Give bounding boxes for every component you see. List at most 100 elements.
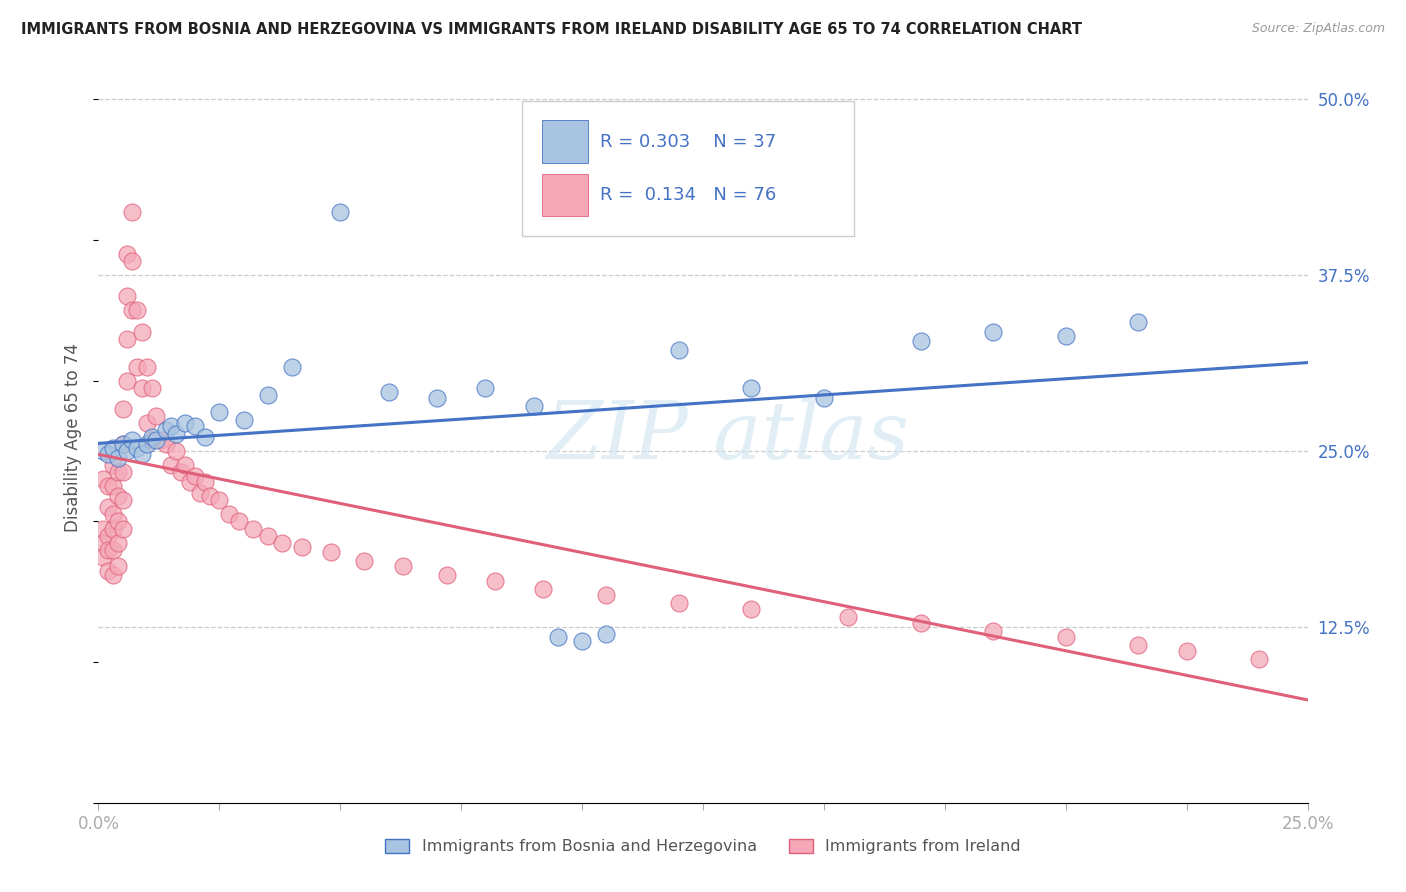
Point: [117, 374, 139, 388]
Point: [121, 433, 143, 447]
Point: [837, 610, 859, 624]
Point: [179, 475, 201, 489]
Bar: [543, 174, 588, 216]
Point: [155, 437, 177, 451]
Point: [256, 528, 278, 542]
Point: [165, 427, 187, 442]
Point: [135, 437, 157, 451]
Point: [242, 521, 264, 535]
Point: [194, 475, 217, 489]
Point: [910, 615, 932, 630]
Point: [97, 479, 120, 493]
Point: [813, 391, 835, 405]
Point: [188, 486, 211, 500]
Point: [145, 433, 167, 447]
Point: [910, 334, 932, 349]
Point: [97, 564, 120, 578]
Point: [1054, 630, 1077, 644]
Point: [141, 430, 163, 444]
Point: [101, 442, 124, 456]
Point: [121, 303, 143, 318]
Point: [97, 542, 120, 557]
Y-axis label: Disability Age 65 to 74: Disability Age 65 to 74: [65, 343, 83, 532]
Point: [101, 458, 124, 473]
Legend: Immigrants from Bosnia and Herzegovina, Immigrants from Ireland: Immigrants from Bosnia and Herzegovina, …: [378, 832, 1028, 861]
Point: [740, 381, 762, 395]
Point: [184, 418, 207, 433]
Point: [165, 444, 187, 458]
Point: [169, 465, 191, 479]
Point: [111, 437, 134, 451]
Point: [97, 447, 120, 461]
Point: [91, 549, 114, 564]
Point: [160, 458, 183, 473]
Point: [174, 458, 197, 473]
Point: [101, 479, 124, 493]
Point: [91, 535, 114, 549]
FancyBboxPatch shape: [522, 101, 855, 235]
Point: [101, 508, 124, 522]
Point: [740, 601, 762, 615]
Point: [319, 545, 342, 559]
Point: [377, 385, 399, 400]
Point: [531, 582, 554, 596]
Point: [145, 409, 167, 423]
Bar: [543, 120, 588, 163]
Point: [107, 535, 129, 549]
Point: [150, 433, 173, 447]
Point: [141, 433, 163, 447]
Point: [353, 554, 375, 568]
Point: [484, 574, 506, 588]
Point: [595, 627, 617, 641]
Point: [281, 359, 304, 374]
Point: [131, 447, 153, 461]
Point: [111, 465, 134, 479]
Point: [668, 596, 690, 610]
Point: [135, 359, 157, 374]
Point: [101, 568, 124, 582]
Point: [271, 535, 294, 549]
Point: [97, 528, 120, 542]
Point: [1054, 328, 1077, 343]
Point: [117, 444, 139, 458]
Text: IMMIGRANTS FROM BOSNIA AND HERZEGOVINA VS IMMIGRANTS FROM IRELAND DISABILITY AGE: IMMIGRANTS FROM BOSNIA AND HERZEGOVINA V…: [21, 22, 1083, 37]
Point: [290, 540, 312, 554]
Point: [595, 588, 617, 602]
Text: Source: ZipAtlas.com: Source: ZipAtlas.com: [1251, 22, 1385, 36]
Point: [228, 515, 250, 529]
Point: [523, 399, 546, 413]
Point: [981, 325, 1004, 339]
Point: [107, 489, 129, 503]
Point: [1175, 644, 1198, 658]
Point: [117, 247, 139, 261]
Point: [198, 489, 221, 503]
Point: [117, 289, 139, 303]
Point: [101, 521, 124, 535]
Point: [111, 521, 134, 535]
Point: [160, 418, 183, 433]
Point: [208, 405, 231, 419]
Point: [111, 437, 134, 451]
Point: [1249, 652, 1271, 666]
Point: [571, 634, 593, 648]
Point: [981, 624, 1004, 639]
Point: [256, 388, 278, 402]
Point: [668, 343, 690, 357]
Point: [1320, 657, 1343, 672]
Point: [1128, 315, 1150, 329]
Point: [135, 416, 157, 430]
Point: [107, 559, 129, 574]
Point: [1128, 638, 1150, 652]
Point: [91, 444, 114, 458]
Point: [131, 381, 153, 395]
Point: [218, 508, 240, 522]
Point: [329, 205, 352, 219]
Point: [107, 465, 129, 479]
Point: [232, 413, 254, 427]
Point: [131, 325, 153, 339]
Point: [91, 521, 114, 535]
Point: [111, 401, 134, 416]
Point: [208, 493, 231, 508]
Point: [184, 469, 207, 483]
Point: [121, 205, 143, 219]
